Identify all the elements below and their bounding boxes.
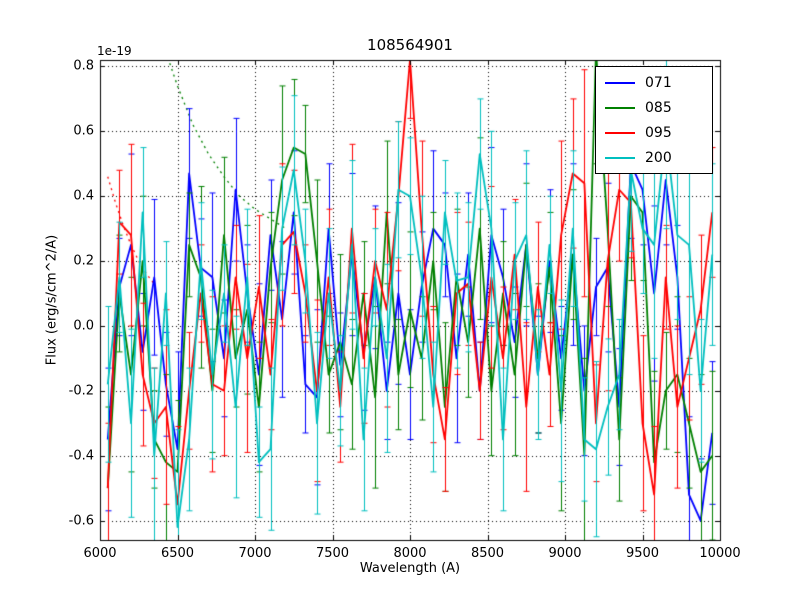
legend-item-095: 095 [605, 124, 703, 142]
legend-label: 085 [645, 100, 672, 116]
x-tick-label: 7000 [238, 546, 272, 561]
chart-title: 108564901 [367, 36, 453, 54]
x-axis-label: Wavelength (A) [359, 561, 461, 576]
legend-item-200: 200 [605, 149, 703, 167]
legend-label: 095 [645, 125, 672, 141]
x-tick-label: 6500 [160, 546, 195, 561]
legend-item-071: 071 [605, 74, 703, 92]
y-tick-label: -0.6 [68, 513, 94, 529]
x-tick-label: 6000 [83, 546, 117, 561]
y-tick-label: 0.4 [73, 188, 94, 204]
x-tick-label: 7500 [315, 546, 350, 561]
x-tick-label: 8000 [393, 546, 427, 561]
y-tick-label: 0.0 [73, 318, 94, 334]
y-tick-label: 0.6 [73, 123, 94, 139]
legend-line-swatch [605, 82, 635, 84]
legend-line-swatch [605, 157, 635, 159]
legend-label: 200 [645, 150, 672, 166]
x-tick-label: 9500 [625, 546, 660, 561]
y-tick-label: -0.4 [68, 448, 94, 464]
legend: 071 085 095 200 [595, 66, 713, 174]
legend-line-swatch [605, 107, 635, 109]
x-tick-label: 9000 [548, 546, 582, 561]
y-axis-offset-text: 1e-19 [97, 44, 132, 58]
legend-label: 071 [645, 75, 672, 91]
y-tick-label: -0.2 [68, 383, 94, 399]
legend-line-swatch [605, 132, 635, 134]
legend-item-085: 085 [605, 99, 703, 117]
x-tick-label: 10000 [699, 546, 741, 561]
y-tick-label: 0.8 [73, 58, 94, 74]
y-tick-label: 0.2 [73, 253, 94, 269]
x-tick-label: 8500 [470, 546, 505, 561]
